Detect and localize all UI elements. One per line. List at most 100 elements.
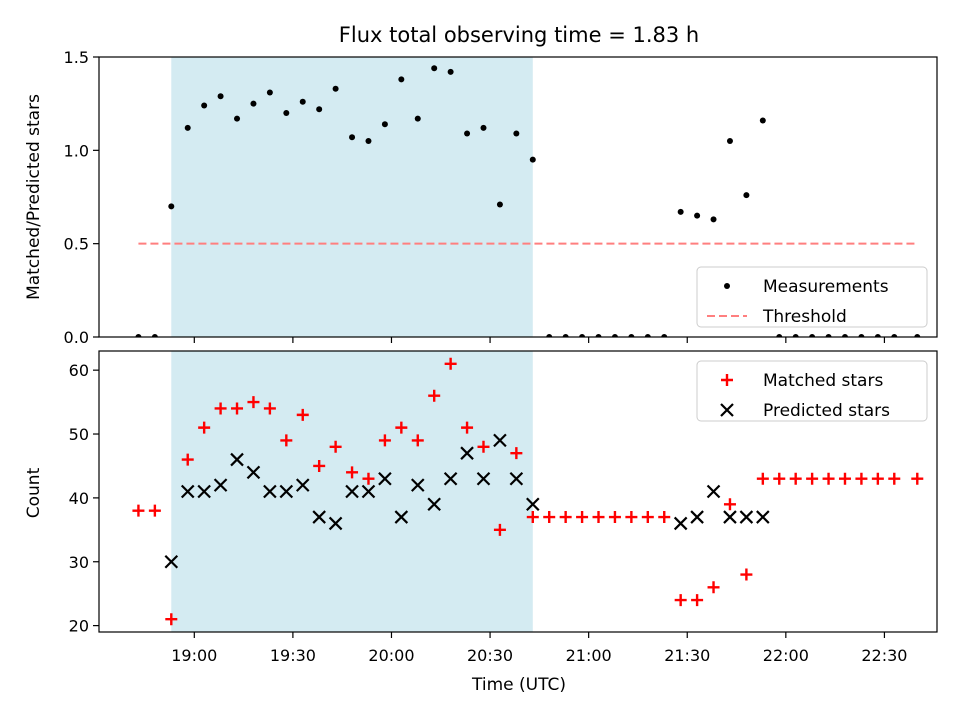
predicted-stars-point	[230, 452, 244, 467]
y-tick-label: 60	[69, 361, 89, 380]
ratio-panel-y-label: Matched/Predicted stars	[24, 94, 44, 300]
matched-stars-point	[198, 421, 211, 434]
predicted-stars-point	[246, 465, 261, 480]
y-tick-label: 0.5	[64, 235, 89, 254]
y-tick-label: 40	[69, 489, 89, 508]
predicted-stars-point	[460, 446, 474, 460]
matched-stars-point	[477, 440, 490, 453]
measurement-point	[266, 89, 273, 96]
predicted-stars-point	[180, 484, 195, 499]
x-tick-label: 22:00	[763, 646, 809, 665]
measurement-point	[611, 334, 618, 337]
measurement-point	[661, 334, 668, 337]
matched-stars-point	[263, 402, 276, 415]
measurement-point	[858, 334, 865, 337]
legend: Measurements Threshold	[696, 266, 928, 328]
measurement-point	[628, 334, 635, 337]
measurement-point	[562, 334, 569, 337]
predicted-stars-point	[476, 471, 491, 486]
measurement-point	[135, 334, 142, 337]
measurement-point	[480, 124, 487, 131]
matched-stars-point	[181, 453, 194, 466]
measurement-point	[694, 212, 701, 219]
predicted-stars-point	[723, 510, 737, 524]
legend-box	[696, 266, 928, 328]
legend-box	[696, 360, 928, 422]
matched-stars-point	[444, 357, 457, 370]
matched-stars-point	[165, 613, 178, 626]
predicted-stars-point	[328, 516, 343, 531]
measurement-point	[184, 124, 191, 131]
measurement-point	[496, 201, 503, 208]
predicted-stars-point	[263, 484, 277, 499]
matched-stars-point	[608, 511, 621, 524]
measurement-point	[891, 334, 898, 337]
predicted-stars-point	[394, 510, 409, 524]
measurement-point	[349, 134, 356, 141]
predicted-stars-point	[378, 471, 392, 486]
x-tick-label: 21:30	[664, 646, 710, 665]
y-tick-label: 20	[69, 617, 89, 636]
x-axis-label: Time (UTC)	[471, 675, 566, 695]
measurement-point	[398, 76, 405, 83]
legend: Matched stars Predicted stars	[696, 360, 928, 422]
measurement-point	[809, 334, 816, 337]
predicted-stars-point	[509, 471, 524, 486]
measurement-point	[299, 98, 306, 105]
y-tick-label: 50	[69, 425, 89, 444]
predicted-stars-point	[739, 510, 754, 524]
predicted-stars-point	[673, 516, 688, 531]
measurement-point	[825, 334, 832, 337]
matched-stars-point	[723, 498, 736, 511]
matched-stars-point	[625, 511, 638, 524]
legend-label: Matched stars	[763, 371, 883, 391]
matched-stars-point	[510, 447, 523, 460]
predicted-stars-point	[361, 484, 376, 499]
matched-stars-point	[313, 459, 326, 472]
matched-stars-point	[822, 472, 835, 485]
measurement-point	[914, 334, 921, 337]
measurement-point	[529, 156, 536, 163]
matched-stars-point	[658, 511, 671, 524]
predicted-stars-point	[164, 554, 179, 569]
measurement-point	[381, 121, 388, 128]
matched-stars-point	[911, 472, 924, 485]
y-tick-label: 1.5	[64, 48, 89, 67]
predicted-stars-point	[197, 484, 211, 499]
measurement-point	[792, 334, 799, 337]
predicted-stars-point	[279, 484, 294, 499]
matched-stars-point	[280, 434, 293, 447]
matched-stars-point	[576, 511, 589, 524]
measurement-point	[677, 208, 684, 215]
predicted-stars-point	[213, 478, 228, 492]
measurement-point	[414, 115, 421, 122]
predicted-stars-point	[345, 484, 359, 499]
matched-stars-point	[559, 511, 572, 524]
y-tick-label: 30	[69, 553, 89, 572]
matched-stars-point	[493, 523, 506, 536]
predicted-stars-point	[443, 471, 458, 486]
matched-stars-point	[641, 511, 654, 524]
measurement-point	[283, 110, 290, 116]
matched-stars-point	[789, 472, 802, 485]
measurement-point	[234, 115, 241, 122]
legend-x-marker	[720, 403, 734, 417]
matched-stars-point	[707, 581, 720, 594]
predicted-stars-point	[756, 510, 770, 524]
predicted-stars-point	[295, 478, 310, 492]
matched-stars-point	[362, 472, 375, 485]
measurement-point	[431, 65, 438, 72]
measurement-point	[726, 138, 733, 144]
measurement-point	[332, 85, 339, 92]
matched-stars-point	[247, 396, 260, 409]
matched-stars-point	[148, 504, 161, 517]
predicted-stars-point	[706, 484, 721, 499]
matched-stars-point	[346, 466, 359, 479]
predicted-stars-point	[526, 497, 540, 512]
measurement-point	[250, 100, 257, 107]
measurement-point	[168, 203, 175, 210]
measurement-point	[151, 334, 158, 337]
axes-frame	[98, 56, 938, 338]
ratio-panel: Matched/Predicted stars 0.0 0.5 1.0 1.5 Meas…	[24, 48, 938, 347]
